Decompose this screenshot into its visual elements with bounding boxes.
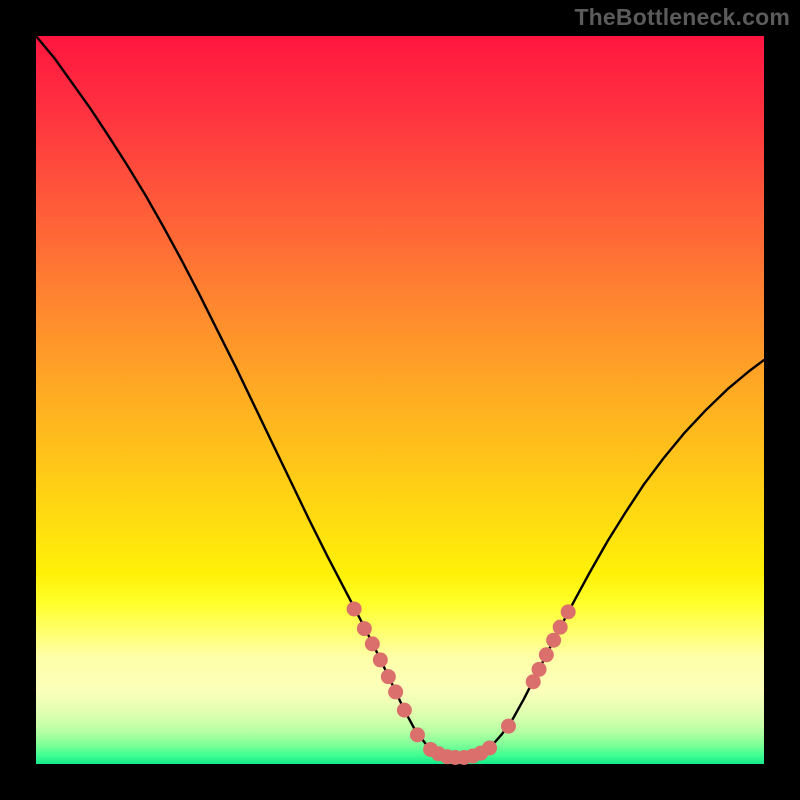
curve-marker: [381, 669, 396, 684]
chart-stage: TheBottleneck.com: [0, 0, 800, 800]
curve-marker: [546, 633, 561, 648]
curve-marker: [410, 727, 425, 742]
curve-marker: [561, 604, 576, 619]
curve-marker: [388, 684, 403, 699]
curve-marker: [397, 703, 412, 718]
curve-marker: [501, 719, 516, 734]
curve-marker: [365, 636, 380, 651]
curve-marker: [357, 621, 372, 636]
attribution-text: TheBottleneck.com: [574, 4, 790, 31]
curve-marker: [482, 740, 497, 755]
curve-marker: [539, 647, 554, 662]
bottleneck-chart: [0, 0, 800, 800]
curve-marker: [532, 662, 547, 677]
curve-marker: [347, 601, 362, 616]
gradient-background: [36, 36, 764, 764]
curve-marker: [553, 620, 568, 635]
curve-marker: [373, 652, 388, 667]
